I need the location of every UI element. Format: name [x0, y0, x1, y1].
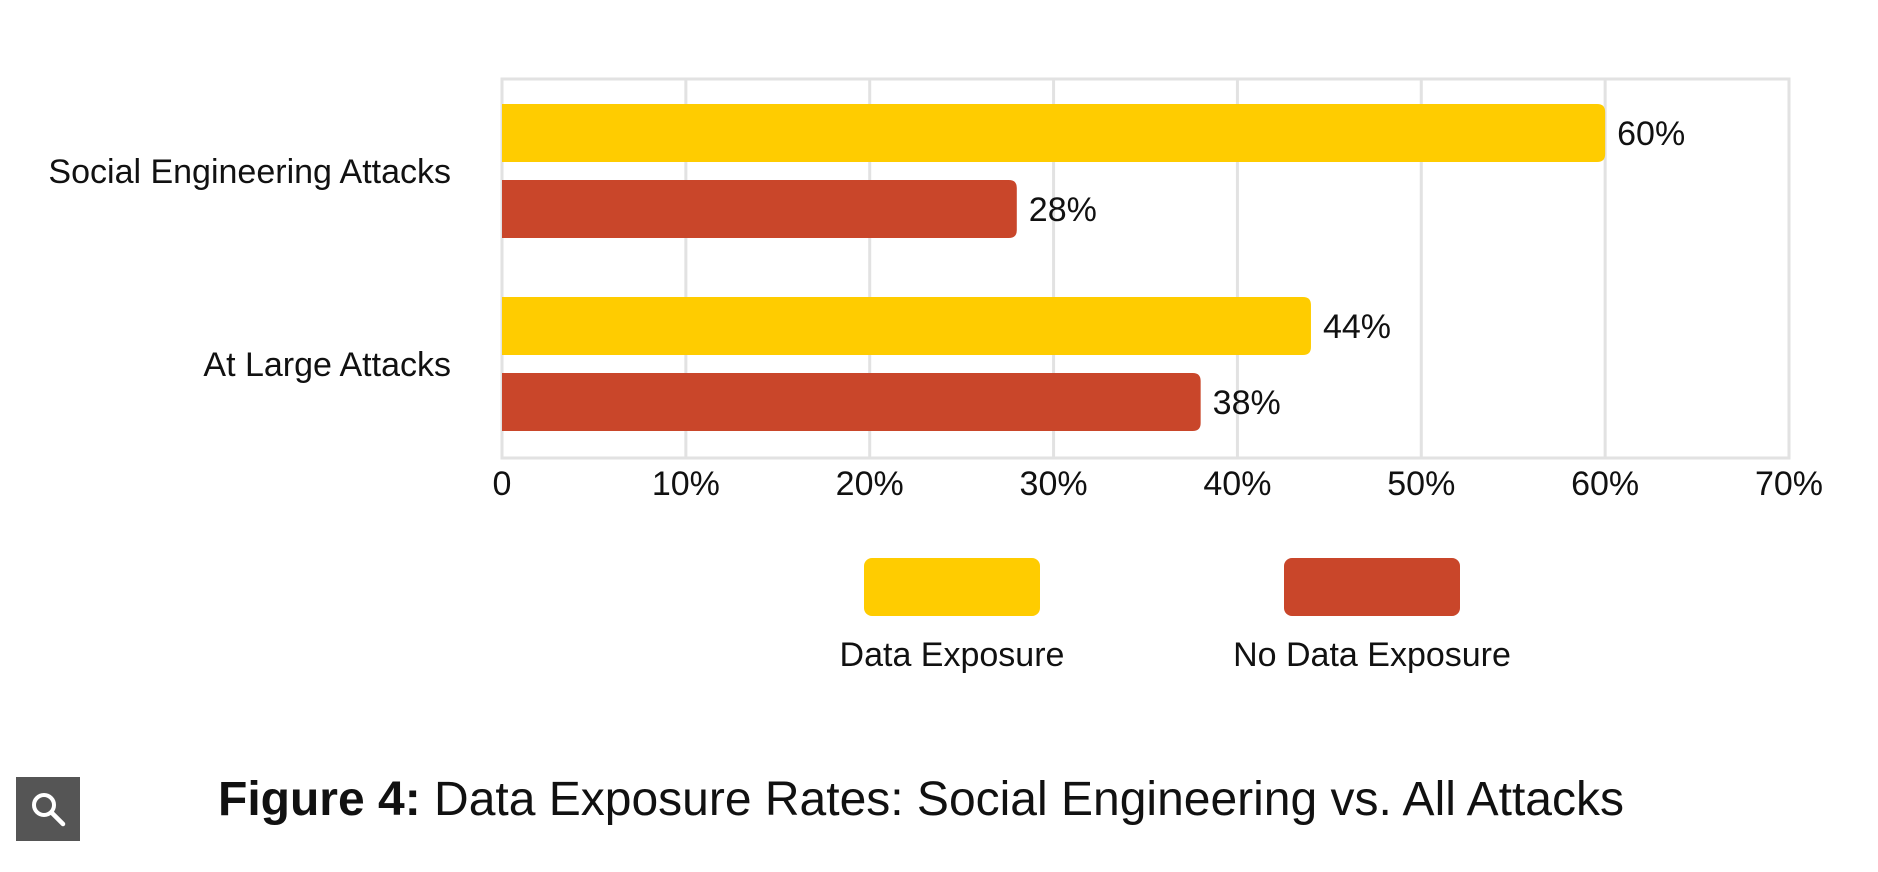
- bar-data-exposure: [502, 104, 1606, 162]
- x-tick-label: 0: [493, 465, 512, 503]
- category-labels: Social Engineering Attacks At Large Attac…: [48, 153, 451, 384]
- bar-no-data-exposure: [502, 180, 1017, 238]
- x-tick-label: 30%: [1020, 465, 1088, 503]
- legend: Data Exposure No Data Exposure: [840, 558, 1511, 674]
- bar-value-label: 44%: [1323, 308, 1391, 346]
- plot-frame: [500, 77, 1791, 460]
- legend-label: No Data Exposure: [1233, 636, 1511, 674]
- bar-data-exposure: [502, 297, 1311, 355]
- legend-label: Data Exposure: [840, 636, 1065, 674]
- x-tick-label: 60%: [1571, 465, 1639, 503]
- category-label: Social Engineering Attacks: [48, 153, 451, 191]
- bars: 60% 28% 44% 38%: [502, 104, 1685, 431]
- bar-value-label: 28%: [1029, 191, 1097, 229]
- bar-value-label: 38%: [1213, 384, 1281, 422]
- caption-text: Data Exposure Rates: Social Engineering …: [420, 773, 1624, 826]
- x-tick-label: 40%: [1203, 465, 1271, 503]
- legend-swatch: [1284, 558, 1460, 616]
- x-axis-ticks: 0 10% 20% 30% 40% 50% 60% 70%: [493, 465, 1823, 503]
- x-tick-label: 20%: [836, 465, 904, 503]
- x-tick-label: 10%: [652, 465, 720, 503]
- zoom-button[interactable]: [16, 777, 80, 841]
- bar-value-label: 60%: [1617, 115, 1685, 153]
- x-tick-label: 50%: [1387, 465, 1455, 503]
- figure-caption: Figure 4: Data Exposure Rates: Social En…: [218, 770, 1624, 830]
- bar-chart: 60% 28% 44% 38% Social Engineering Attacks A…: [48, 77, 1823, 674]
- caption-lead: Figure 4:: [218, 773, 421, 826]
- legend-swatch: [864, 558, 1040, 616]
- x-tick-label: 70%: [1755, 465, 1823, 503]
- search-icon: [32, 793, 66, 827]
- bar-no-data-exposure: [502, 373, 1201, 431]
- category-label: At Large Attacks: [203, 346, 451, 384]
